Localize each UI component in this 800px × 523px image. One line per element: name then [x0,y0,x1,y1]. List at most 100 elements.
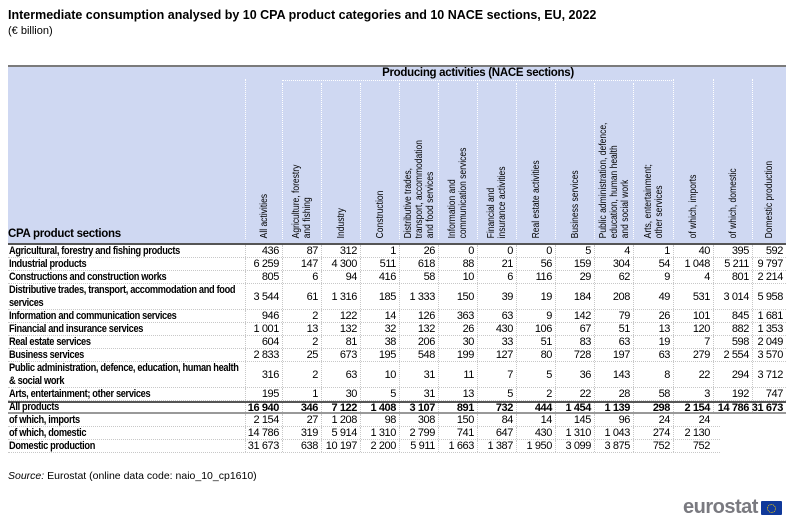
data-table: Producing activities (NACE sections) CPA… [8,65,786,453]
table-cell: 1 353 [752,323,786,335]
column-header-label: Information and communication services [447,147,469,239]
table-cell: 185 [360,284,399,309]
row-label-cell: Arts, entertainment; other services [8,388,245,401]
table-cell: 197 [594,349,633,361]
table-cell: 11 [438,362,477,387]
table-cell: 1 310 [360,427,399,439]
table-cell: 132 [399,323,438,335]
table-cell: 122 [321,310,360,322]
table-cell: 19 [516,284,555,309]
source-label: Source: [8,470,45,482]
table-cell: 120 [673,323,713,335]
group-header: Producing activities (NACE sections) [282,67,674,81]
column-header: Domestic production [752,79,786,239]
table-cell: 14 786 [713,402,752,414]
row-label-cell: Domestic production [8,440,245,453]
table-cell: 8 [633,362,673,387]
table-cell: 80 [516,349,555,361]
table-cell: 31 673 [752,402,786,414]
column-header: Construction [360,83,399,239]
row-label: of which, imports [9,413,80,426]
table-cell: 2 154 [673,402,713,414]
column-header-label: Construction [374,190,386,239]
chart-subtitle: (€ billion) [8,25,53,37]
column-header: of which, domestic [713,79,752,239]
table-cell: 3 099 [555,440,594,452]
table-cell: 63 [321,362,360,387]
table-cell: 531 [673,284,713,309]
table-cell: 56 [516,258,555,270]
row-label: Arts, entertainment; other services [9,387,151,400]
table-cell: 40 [673,245,713,257]
row-label-cell: Agricultural, forestry and fishing produ… [8,245,245,258]
row-label-cell: Real estate services [8,336,245,349]
table-cell: 647 [477,427,516,439]
table-cell: 882 [713,323,752,335]
table-cell: 145 [555,414,594,426]
row-label: Industrial products [9,257,87,270]
table-cell: 30 [321,388,360,400]
table-cell: 1 454 [555,402,594,414]
row-label: Distributive trades, transport, accommod… [9,283,236,309]
table-cell [713,414,752,426]
table-cell: 444 [516,402,555,414]
column-header: of which, imports [673,79,713,239]
table-cell: 13 [633,323,673,335]
table-cell: 1 [360,245,399,257]
table-cell: 29 [555,271,594,283]
table-cell: 159 [555,258,594,270]
table-cell: 132 [321,323,360,335]
table-cell: 208 [594,284,633,309]
table-cell: 312 [321,245,360,257]
table-cell: 2 200 [360,440,399,452]
table-cell: 752 [673,440,713,452]
column-header-label: Domestic production [764,160,775,239]
table-cell: 195 [245,388,282,400]
table-cell: 2 799 [399,427,438,439]
table-cell: 58 [399,271,438,283]
table-cell: 4 [594,245,633,257]
table-cell: 304 [594,258,633,270]
table-cell: 14 [360,310,399,322]
table-cell: 94 [321,271,360,283]
table-cell: 87 [282,245,321,257]
table-cell: 801 [713,271,752,283]
table-cell: 195 [360,349,399,361]
table-cell: 1 001 [245,323,282,335]
row-label: All products [9,401,59,413]
table-cell: 430 [477,323,516,335]
table-cell: 27 [282,414,321,426]
table-cell: 51 [594,323,633,335]
table-cell: 604 [245,336,282,348]
table-cell: 7 122 [321,402,360,414]
table-cell: 1 139 [594,402,633,414]
table-cell: 741 [438,427,477,439]
table-cell: 673 [321,349,360,361]
table-cell: 10 [360,362,399,387]
table-cell: 2 130 [673,427,713,439]
table-cell: 728 [555,349,594,361]
table-cell: 0 [438,245,477,257]
table-cell: 805 [245,271,282,283]
row-label: Information and communication services [9,309,177,322]
table-cell: 26 [438,323,477,335]
table-cell: 28 [594,388,633,400]
column-header-label: Agriculture, forestry and fishing [291,164,313,239]
table-row: of which, imports 2 154 27 1 208 98 308 150 84 1… [8,414,720,427]
table-row: Public administration, defence, educatio… [8,362,786,388]
table-row: Constructions and construction works 805 6… [8,271,786,284]
table-cell: 319 [282,427,321,439]
table-cell: 147 [282,258,321,270]
table-cell: 98 [360,414,399,426]
row-label: Constructions and construction works [9,270,167,283]
table-cell: 61 [282,284,321,309]
column-header: All activities [245,79,282,239]
table-cell: 14 786 [245,427,282,439]
table-cell: 5 911 [399,440,438,452]
table-cell: 192 [713,388,752,400]
table-cell: 24 [633,414,673,426]
table-cell: 4 300 [321,258,360,270]
table-cell: 5 958 [752,284,786,309]
table-cell: 26 [399,245,438,257]
table-row: of which, domestic 14 786 319 5 914 1 310 2 7… [8,427,720,440]
